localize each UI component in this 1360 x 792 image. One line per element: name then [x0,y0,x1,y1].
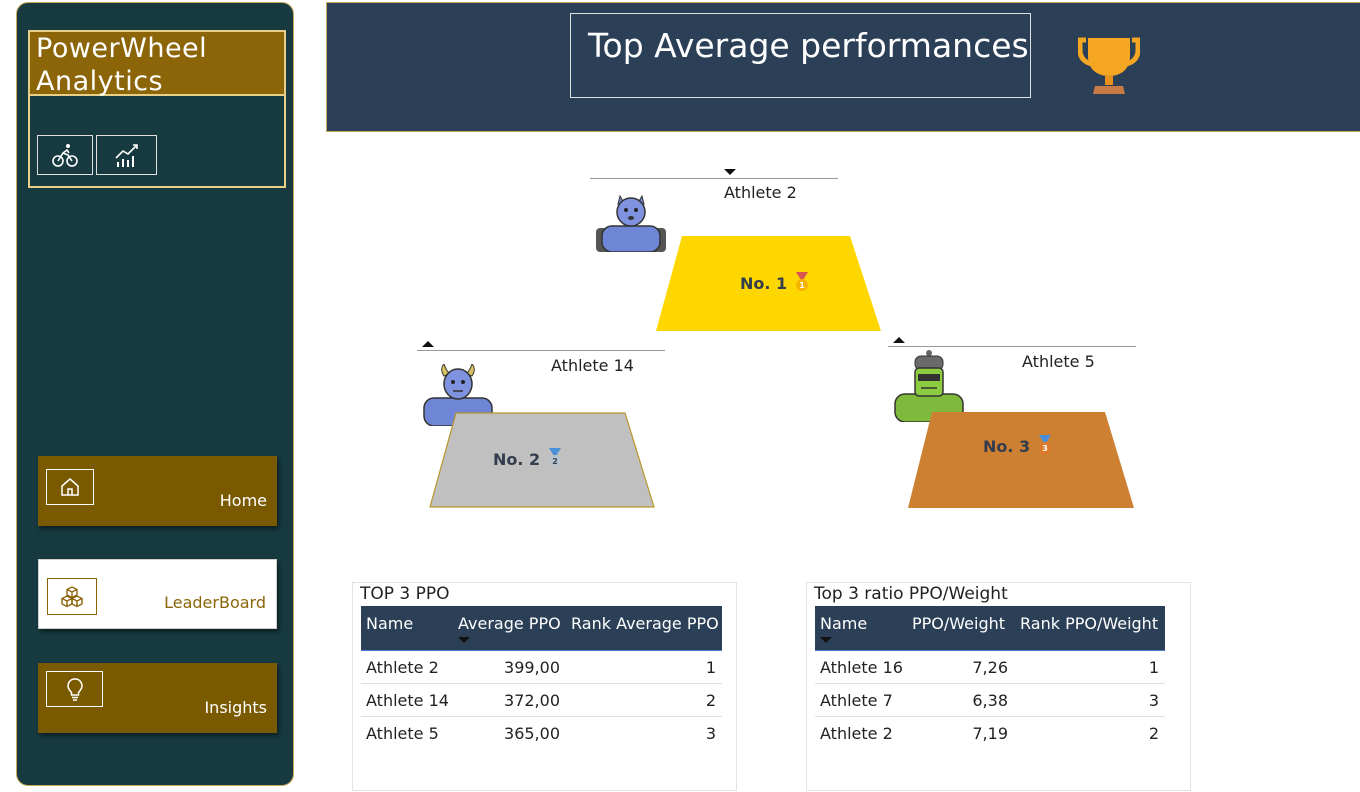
ratio-sort-caret-icon[interactable] [820,637,832,643]
cell-rank: 1 [1148,658,1159,677]
ratio-col-rank[interactable]: Rank PPO/Weight [1020,614,1159,633]
ppo-table-card [352,582,737,791]
silver-medal-icon: 2 [548,448,561,467]
cell-name: Athlete 16 [820,658,903,677]
athlete-3-name[interactable]: Athlete 5 [1022,352,1095,371]
home-icon-frame [46,469,94,505]
ppo-col-name[interactable]: Name [366,614,414,633]
avatar-blue-robot-icon [596,194,666,252]
svg-text:3: 3 [1042,444,1048,453]
ppo-header-rule [361,650,722,651]
nav-insights-label: Insights [204,698,267,717]
sidebar-panel [16,2,294,786]
cell-average-ppo: 399,00 [504,658,560,677]
lightbulb-icon-frame [46,671,103,707]
brand-line-2: Analytics [36,66,164,97]
cubes-icon [61,585,83,607]
bronze-medal-icon: 3 [1038,435,1051,454]
athlete-3-slicer-line [888,346,1136,347]
cell-rank: 2 [1148,724,1159,743]
table-row[interactable]: Athlete 14 372,00 2 [361,684,722,717]
ratio-table-title: Top 3 ratio PPO/Weight [814,584,1008,604]
ratio-header-rule [815,650,1165,651]
nav-home-label: Home [219,491,267,510]
brand-line-1: PowerWheel [36,33,208,64]
podium-step-first [656,236,881,331]
table-row[interactable]: Athlete 5 365,00 3 [361,717,722,750]
podium-step-second [429,412,655,508]
cell-average-ppo: 365,00 [504,724,560,743]
cell-name: Athlete 14 [366,691,449,710]
cell-rank: 3 [705,724,716,743]
cell-rank: 3 [1148,691,1159,710]
page-title: Top Average performances [570,13,1031,98]
athlete-1-dropdown-caret[interactable] [724,169,736,175]
rank-3-label: No. 3 [983,437,1031,456]
page-header [326,2,1360,132]
ppo-table-title: TOP 3 PPO [360,584,450,604]
ratio-table-header: Name PPO/Weight Rank PPO/Weight [815,606,1165,650]
cell-name: Athlete 2 [366,658,439,677]
brand-box [28,30,286,188]
gold-medal-icon: 1 [795,272,808,291]
trend-chart-icon [114,144,138,167]
cell-name: Athlete 2 [820,724,893,743]
brand-title: PowerWheel Analytics [30,32,284,97]
podium-second-label: No. 2 2 [493,448,564,469]
table-row[interactable]: Athlete 7 6,38 3 [815,684,1165,717]
cell-average-ppo: 372,00 [504,691,560,710]
cell-ppo-weight: 7,19 [972,724,1008,743]
table-row[interactable]: Athlete 16 7,26 1 [815,651,1165,684]
rank-1-label: No. 1 [740,274,788,293]
svg-text:2: 2 [552,457,558,466]
ratio-col-ppo-weight[interactable]: PPO/Weight [912,614,1006,633]
nav-leaderboard-button[interactable]: LeaderBoard [38,559,277,629]
cell-ppo-weight: 6,38 [972,691,1008,710]
athlete-1-name[interactable]: Athlete 2 [724,183,797,202]
cubes-icon-frame [47,578,97,615]
table-row[interactable]: Athlete 2 399,00 1 [361,651,722,684]
home-icon [61,478,79,496]
ppo-sort-caret-icon[interactable] [458,637,470,643]
athlete-2-name[interactable]: Athlete 14 [551,356,634,375]
svg-text:1: 1 [799,281,805,290]
ppo-col-average[interactable]: Average PPO [458,614,561,633]
ppo-table-header: Name Average PPO Rank Average PPO [361,606,722,650]
podium-step-third [908,412,1134,508]
cell-rank: 2 [705,691,716,710]
cyclist-button[interactable] [37,135,93,175]
ratio-col-name[interactable]: Name [820,614,868,633]
athlete-3-dropdown-caret[interactable] [893,337,905,343]
nav-insights-button[interactable]: Insights [38,663,277,733]
rank-2-label: No. 2 [493,450,541,469]
lightbulb-icon [66,678,83,701]
cell-name: Athlete 7 [820,691,893,710]
ratio-table-card [806,582,1191,791]
ppo-col-rank[interactable]: Rank Average PPO [571,614,719,633]
cell-name: Athlete 5 [366,724,439,743]
podium-third-label: No. 3 3 [983,435,1054,456]
nav-home-button[interactable]: Home [38,456,277,526]
athlete-1-slicer-line [590,178,838,179]
table-row[interactable]: Athlete 2 7,19 2 [815,717,1165,750]
cell-rank: 1 [705,658,716,677]
trophy-icon [1078,37,1140,94]
cell-ppo-weight: 7,26 [972,658,1008,677]
athlete-2-dropdown-caret[interactable] [422,341,434,347]
nav-leaderboard-label: LeaderBoard [164,593,266,612]
cyclist-icon [52,144,78,167]
athlete-2-slicer-line [417,350,665,351]
podium-first-label: No. 1 1 [740,272,811,293]
trend-chart-button[interactable] [96,135,157,175]
